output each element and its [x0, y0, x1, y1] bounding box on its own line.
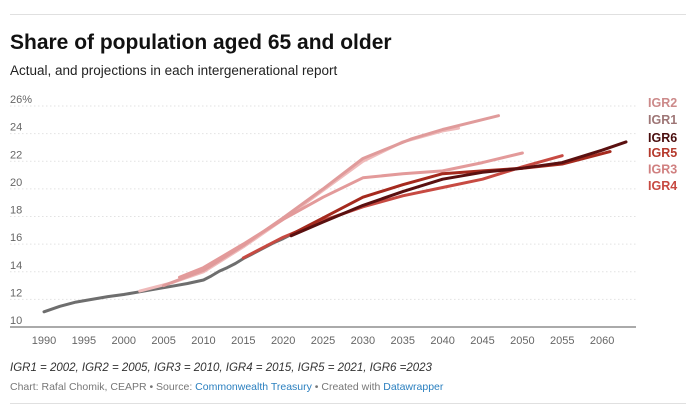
- y-tick-label-22: 22: [10, 149, 22, 161]
- series-label-igr5: IGR5: [648, 146, 677, 160]
- y-tick-label-20: 20: [10, 177, 22, 189]
- y-axis-ticks: 10 12 14 16 18 20 22 24 26%: [10, 94, 32, 327]
- bottom-divider: [10, 403, 686, 404]
- x-tick-label-2005: 2005: [151, 335, 175, 347]
- y-tick-label-24: 24: [10, 122, 22, 134]
- credits-line: Chart: Rafal Chomik, CEAPR • Source: Com…: [10, 381, 443, 393]
- x-tick-label-2025: 2025: [311, 335, 335, 347]
- source-link[interactable]: Commonwealth Treasury: [195, 381, 312, 393]
- series-label-igr4: IGR4: [648, 179, 677, 193]
- chart-title: Share of population aged 65 and older: [10, 31, 392, 54]
- x-tick-label-2030: 2030: [351, 335, 375, 347]
- top-divider: [10, 14, 686, 15]
- y-tick-label-26: 26%: [10, 94, 32, 106]
- y-tick-label-16: 16: [10, 232, 22, 244]
- gridlines: [10, 105, 636, 328]
- series-label-igr1: IGR1: [648, 113, 677, 127]
- y-tick-label-14: 14: [10, 260, 22, 272]
- credit-mid: • Created with: [311, 381, 384, 393]
- x-tick-label-2060: 2060: [590, 335, 614, 347]
- datawrapper-link[interactable]: Datawrapper: [383, 381, 444, 393]
- x-tick-label-2015: 2015: [231, 335, 255, 347]
- series-line-igr6: [289, 140, 628, 238]
- x-tick-label-2040: 2040: [430, 335, 454, 347]
- series-label-igr3: IGR3: [648, 163, 677, 177]
- y-tick-label-10: 10: [10, 315, 22, 327]
- x-tick-label-2050: 2050: [510, 335, 534, 347]
- x-tick-label-2020: 2020: [271, 335, 295, 347]
- x-tick-label-1995: 1995: [72, 335, 96, 347]
- x-tick-label-2035: 2035: [391, 335, 415, 347]
- x-tick-label-2000: 2000: [111, 335, 135, 347]
- series-line-actual: [42, 233, 293, 314]
- credit-prefix: Chart: Rafal Chomik, CEAPR • Source:: [10, 381, 196, 393]
- series-lines: [42, 114, 628, 314]
- x-tick-label-2045: 2045: [470, 335, 494, 347]
- series-line-igr4: [241, 154, 564, 260]
- chart-subtitle: Actual, and projections in each intergen…: [10, 63, 338, 78]
- series-label-igr2: IGR2: [648, 96, 677, 110]
- series-line-igr3: [178, 151, 524, 279]
- x-axis-ticks: 1990 1995 2000 2005 2010 2015 2020 2025 2030 2035…: [32, 335, 615, 347]
- series-label-igr6: IGR6: [648, 131, 677, 145]
- x-tick-label-2055: 2055: [550, 335, 574, 347]
- series-line-igr2: [162, 114, 500, 288]
- x-tick-label-2010: 2010: [191, 335, 215, 347]
- x-tick-label-1990: 1990: [32, 335, 56, 347]
- y-tick-label-18: 18: [10, 205, 22, 217]
- y-tick-label-12: 12: [10, 287, 22, 299]
- report-years-note: IGR1 = 2002, IGR2 = 2005, IGR3 = 2010, I…: [10, 362, 432, 374]
